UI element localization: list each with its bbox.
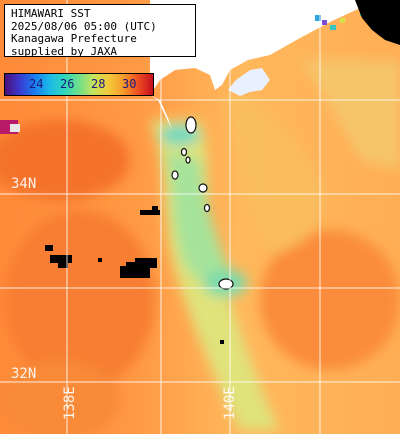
warm-water-patches <box>0 120 400 434</box>
title-line-2: 2025/08/06 05:00 (UTC) <box>11 19 157 33</box>
lon-label-140e: 140E <box>222 386 238 420</box>
island-niijima <box>171 170 179 180</box>
land-honshu-coast <box>150 0 400 95</box>
legend-tick-28: 28 <box>91 77 106 91</box>
land-areas <box>150 0 400 130</box>
title-line-1: HIMAWARI SST <box>11 7 91 20</box>
island-oshima <box>185 116 197 134</box>
map-title-box: HIMAWARI SST 2025/08/06 05:00 (UTC) Kana… <box>4 4 196 57</box>
color-scale-bar <box>5 74 153 95</box>
island-kozushima <box>185 156 191 164</box>
title-line-3: Kanagawa Prefecture <box>11 32 137 45</box>
title-line-4: supplied by JAXA <box>11 44 117 58</box>
cloud-mask-top-right <box>355 0 400 45</box>
lat-label-32n: 32N <box>11 366 37 382</box>
island-miyake <box>198 183 208 193</box>
island-mikura <box>203 203 211 213</box>
legend-tick-26: 26 <box>60 77 75 91</box>
lon-label-138e: 138E <box>62 386 78 420</box>
legend-tick-24: 24 <box>29 77 44 91</box>
lat-label-34n: 34N <box>11 176 37 192</box>
island-toshima <box>180 147 188 157</box>
temperature-color-scale: 24 26 28 30 <box>4 73 154 96</box>
cloud-specks <box>45 206 224 344</box>
legend-tick-30: 30 <box>122 77 137 91</box>
cool-water-current <box>150 60 400 430</box>
land-boso-edge <box>228 68 270 96</box>
